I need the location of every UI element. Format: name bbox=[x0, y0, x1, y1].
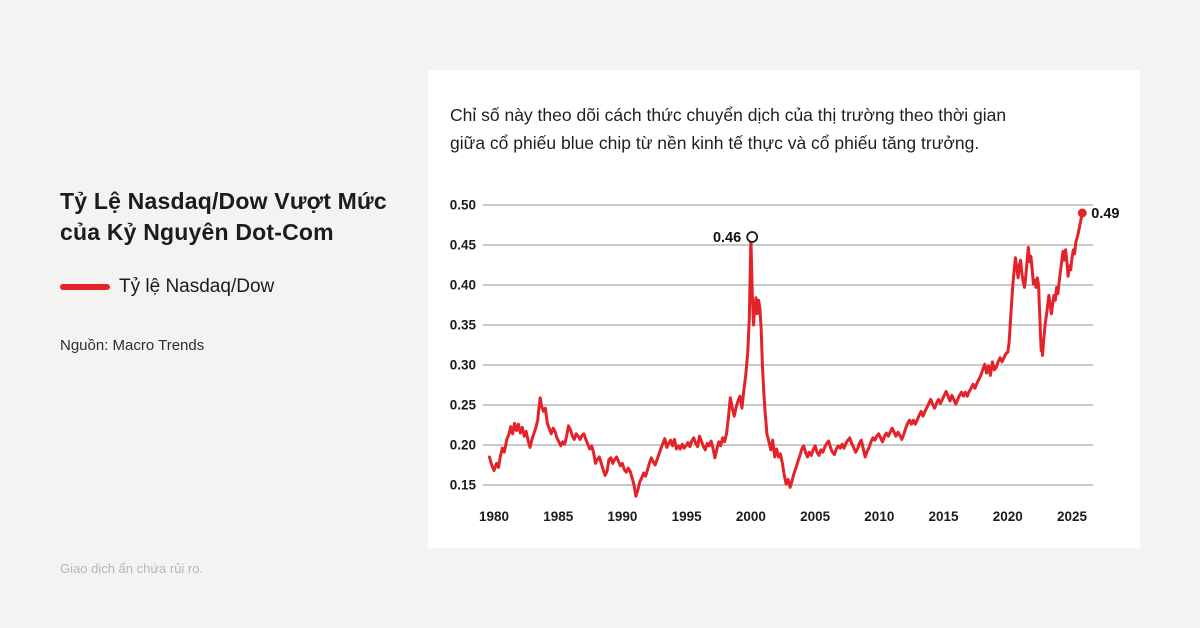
end-dot-marker bbox=[1077, 208, 1087, 218]
source-note: Nguồn: Macro Trends bbox=[60, 337, 205, 354]
y-tick-label: 0.30 bbox=[450, 358, 476, 373]
page-title-line-2: của Kỷ Nguyên Dot-Com bbox=[60, 219, 334, 245]
y-tick-label: 0.45 bbox=[450, 238, 477, 253]
ratio-line bbox=[488, 211, 1084, 498]
page-title-line-1: Tỷ Lệ Nasdaq/Dow Vượt Mức bbox=[60, 188, 387, 214]
legend-label: Tỷ lệ Nasdaq/Dow bbox=[119, 276, 275, 297]
x-tick-label: 2000 bbox=[736, 509, 766, 524]
x-tick-label: 1995 bbox=[672, 509, 703, 524]
x-tick-label: 2025 bbox=[1057, 509, 1088, 524]
x-tick-label: 2020 bbox=[993, 509, 1023, 524]
legend: Tỷ lệ Nasdaq/Dow bbox=[60, 276, 274, 298]
y-tick-label: 0.35 bbox=[450, 318, 477, 333]
page-title: Tỷ Lệ Nasdaq/Dow Vượt Mức của Kỷ Nguyên … bbox=[60, 186, 387, 248]
x-tick-label: 2010 bbox=[864, 509, 894, 524]
y-tick-label: 0.50 bbox=[450, 198, 476, 213]
risk-disclaimer: Giao dịch ẩn chứa rủi ro. bbox=[60, 561, 204, 576]
chart-description-line-1: Chỉ số này theo dõi cách thức chuyển dịc… bbox=[450, 105, 1007, 125]
y-tick-label: 0.40 bbox=[450, 278, 476, 293]
y-tick-label: 0.20 bbox=[450, 438, 476, 453]
chart-description: Chỉ số này theo dõi cách thức chuyển dịc… bbox=[450, 101, 1006, 157]
y-tick-label: 0.15 bbox=[450, 478, 477, 493]
annotation-label: 0.46 bbox=[713, 230, 741, 246]
y-tick-label: 0.25 bbox=[450, 398, 477, 413]
nasdaq-dow-ratio-chart: 0.15 0.20 0.25 0.30 0.35 0.40 0.45 0.50 1980 1985… bbox=[450, 198, 1120, 525]
x-tick-label: 2005 bbox=[800, 509, 831, 524]
legend-line-swatch bbox=[60, 284, 110, 290]
x-tick-label: 2015 bbox=[929, 509, 960, 524]
annotation-label: 0.49 bbox=[1091, 206, 1119, 222]
x-tick-label: 1990 bbox=[607, 509, 637, 524]
x-tick-label: 1980 bbox=[479, 509, 509, 524]
chart-description-line-2: giữa cổ phiếu blue chip từ nền kinh tế t… bbox=[450, 133, 980, 153]
chart-card: Chỉ số này theo dõi cách thức chuyển dịc… bbox=[428, 70, 1140, 548]
x-tick-label: 1985 bbox=[543, 509, 574, 524]
peak-open-circle-marker bbox=[746, 231, 759, 243]
